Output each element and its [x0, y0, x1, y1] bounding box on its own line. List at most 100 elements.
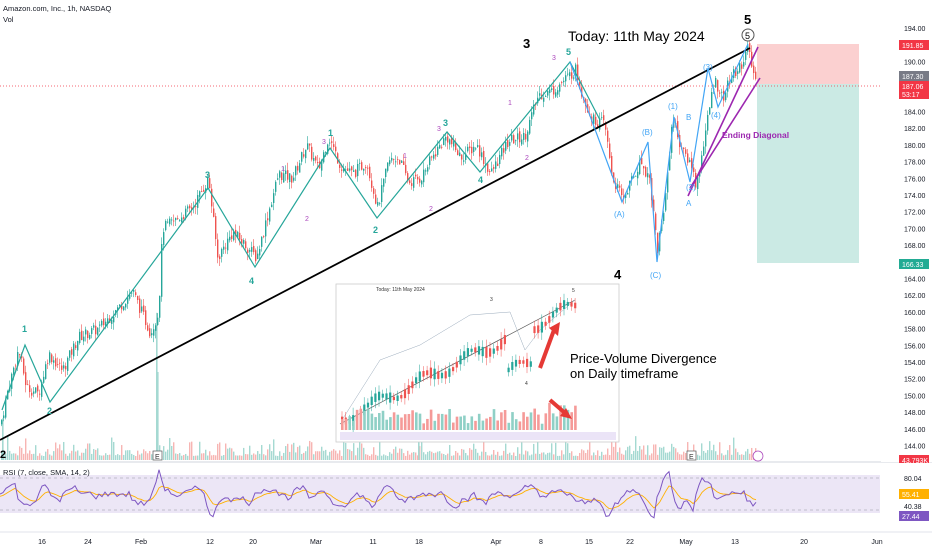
- price-axis[interactable]: 194.00192.00190.00188.00186.00184.00182.…: [881, 0, 932, 465]
- volume-bar: [77, 450, 79, 460]
- candle-body: [295, 166, 297, 176]
- volume-bar: [221, 455, 223, 460]
- volume-bar: [341, 455, 343, 460]
- candle-body: [241, 239, 243, 244]
- volume-bar: [25, 438, 27, 460]
- volume-bar: [353, 443, 355, 460]
- volume-bar: [179, 453, 181, 460]
- inset-candle: [537, 325, 540, 333]
- earnings-markers[interactable]: E E: [152, 450, 764, 462]
- volume-bar: [559, 455, 561, 460]
- candle-body: [215, 216, 217, 240]
- volume-bar: [463, 449, 465, 460]
- candle-body: [687, 153, 689, 163]
- candle-body: [445, 136, 447, 141]
- target-zone[interactable]: [757, 84, 859, 263]
- volume-bar: [375, 454, 377, 460]
- candle-body: [85, 329, 87, 335]
- volume-bar: [361, 443, 363, 460]
- volume-bar: [389, 452, 391, 460]
- volume-bar: [295, 452, 297, 460]
- stop-loss-zone[interactable]: [757, 44, 859, 84]
- candle-body: [619, 185, 621, 188]
- inset-volume-bar: [463, 415, 466, 430]
- price-badge: [899, 71, 929, 81]
- inset-volume-bar: [481, 420, 485, 430]
- candle-body: [397, 159, 399, 160]
- candle-body: [599, 118, 601, 130]
- volume-bar: [335, 450, 337, 460]
- price-badge: [899, 89, 929, 99]
- wave-count-green[interactable]: [1, 60, 601, 411]
- volume-bar: [639, 446, 641, 460]
- ending-diagonal-lower[interactable]: [689, 77, 761, 189]
- candle-body: [87, 330, 89, 339]
- price-badge-text: 191.85: [902, 43, 924, 50]
- inset-candle: [492, 348, 495, 354]
- candle-body: [349, 168, 351, 171]
- candle-body: [743, 62, 745, 67]
- wave-label: 2: [305, 216, 309, 223]
- candle-body: [287, 170, 289, 180]
- volume-bar: [101, 455, 103, 460]
- volume-bar: [61, 450, 63, 460]
- volume-bar: [537, 437, 539, 460]
- candle-body: [637, 171, 639, 179]
- candle-body: [13, 367, 15, 375]
- volume-bar: [415, 452, 417, 460]
- candle-body: [339, 164, 341, 168]
- candle-body: [429, 156, 431, 166]
- wave-count-blue[interactable]: [569, 43, 749, 263]
- wave-label: 4: [614, 267, 622, 282]
- volume-bar: [183, 454, 185, 460]
- volume-bar: [423, 452, 425, 460]
- inset-candle: [514, 359, 518, 367]
- candle-body: [175, 217, 177, 221]
- volume-bar: [7, 435, 9, 460]
- inset-volume-bar: [496, 420, 499, 430]
- volume-bar: [505, 443, 507, 460]
- volume-bar: [531, 454, 533, 460]
- candle-body: [365, 167, 367, 169]
- candle-body: [459, 152, 461, 156]
- volume-bar: [35, 445, 37, 460]
- time-tick: 22: [626, 539, 634, 546]
- candle-body: [391, 157, 393, 161]
- wave-label: 3: [322, 139, 326, 146]
- volume-bar: [105, 453, 107, 460]
- time-axis[interactable]: 16 24 Feb 12 20 Mar 11 18 Apr 8 15 22 May 13 20 Jun: [38, 539, 883, 546]
- price-badge: [899, 259, 929, 269]
- volume-bar: [405, 455, 407, 460]
- volume-bar: [351, 451, 353, 460]
- candle-body: [289, 173, 291, 183]
- inset-candle: [381, 393, 384, 398]
- volume-bar: [653, 444, 655, 460]
- candle-body: [461, 154, 463, 160]
- wave-label: (1): [668, 102, 678, 111]
- volume-bar: [667, 452, 669, 460]
- trendline[interactable]: [0, 47, 751, 441]
- candle-body: [645, 166, 647, 177]
- volume-bar: [677, 452, 679, 460]
- candle-body: [127, 297, 129, 304]
- volume-bar: [227, 448, 229, 460]
- volume-bar: [173, 442, 175, 460]
- ending-diagonal-upper[interactable]: [687, 46, 759, 197]
- candle-body: [613, 172, 615, 182]
- price-tick: 180.00: [904, 143, 926, 150]
- rsi-axis[interactable]: 80.04 40.38 55.41 27.44: [881, 463, 932, 532]
- candle-body: [121, 305, 123, 310]
- volume-bar: [125, 450, 127, 460]
- volume-bar: [123, 454, 125, 460]
- candle-body: [595, 116, 597, 125]
- inset-candle: [407, 385, 410, 394]
- volume-bar: [225, 443, 227, 460]
- wave-labels: 1 2 3 4 1 2 3 4 5 1 2 3 1 2 3 1 2 3 (A) …: [0, 12, 755, 461]
- volume-bar: [619, 447, 621, 460]
- inset-volume-bar: [385, 419, 388, 430]
- candle-body: [625, 193, 627, 198]
- candle-body: [173, 220, 175, 222]
- candle-body: [315, 156, 317, 161]
- volume-bar: [511, 455, 513, 460]
